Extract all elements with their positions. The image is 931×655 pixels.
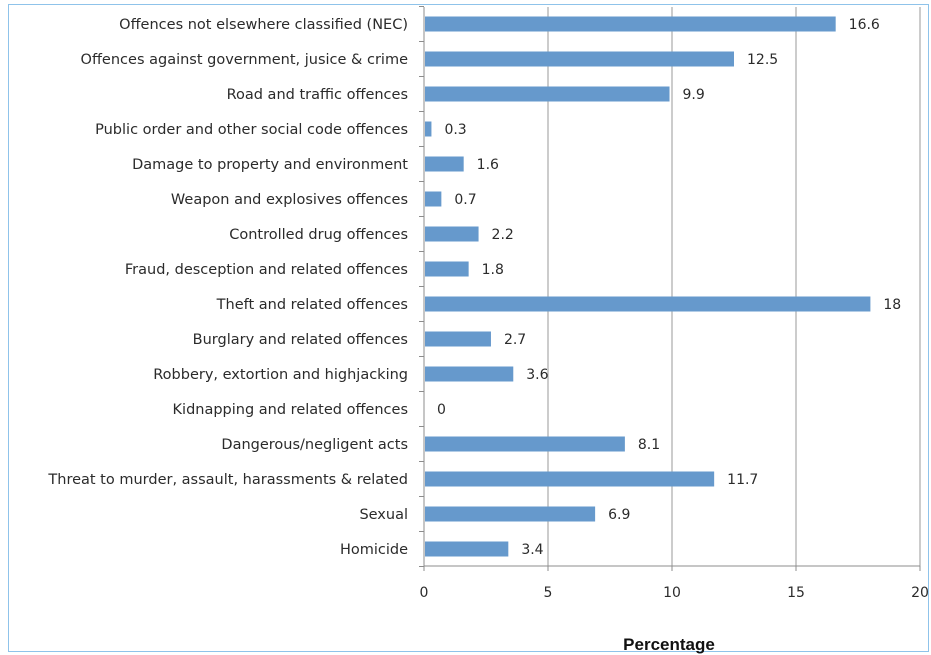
category-label-4: Damage to property and environment: [132, 157, 408, 173]
category-label-1: Offences against government, jusice & cr…: [81, 52, 409, 68]
value-label-10: 3.6: [526, 367, 548, 383]
category-label-0: Offences not elsewhere classified (NEC): [119, 17, 408, 33]
value-label-6: 2.2: [492, 227, 514, 243]
value-label-5: 0.7: [454, 192, 476, 208]
bar-3: [425, 121, 432, 137]
category-label-9: Burglary and related offences: [193, 332, 408, 348]
bar-6: [425, 226, 479, 242]
value-label-11: 0: [437, 402, 446, 418]
bar-13: [425, 471, 715, 487]
bar-2: [425, 86, 670, 102]
value-label-14: 6.9: [608, 507, 630, 523]
value-label-8: 18: [883, 297, 901, 313]
value-label-4: 1.6: [477, 157, 499, 173]
category-label-14: Sexual: [359, 507, 408, 523]
value-label-0: 16.6: [849, 17, 880, 33]
value-label-13: 11.7: [727, 472, 758, 488]
category-label-3: Public order and other social code offen…: [95, 122, 408, 138]
value-label-15: 3.4: [521, 542, 543, 558]
value-label-2: 9.9: [683, 87, 705, 103]
bar-12: [425, 436, 625, 452]
bar-9: [425, 331, 491, 347]
bar-15: [425, 541, 509, 557]
category-label-12: Dangerous/negligent acts: [221, 437, 408, 453]
bar-5: [425, 191, 442, 207]
category-label-15: Homicide: [340, 542, 408, 558]
category-label-11: Kidnapping and related offences: [173, 402, 408, 418]
category-label-7: Fraud, desception and related offences: [125, 262, 408, 278]
axes: [419, 6, 921, 571]
bar-8: [425, 296, 871, 312]
category-label-2: Road and traffic offences: [227, 87, 408, 103]
value-label-12: 8.1: [638, 437, 660, 453]
x-tick-label-1: 5: [544, 585, 553, 601]
value-label-3: 0.3: [444, 122, 466, 138]
x-tick-label-0: 0: [420, 585, 429, 601]
category-label-5: Weapon and explosives offences: [171, 192, 408, 208]
value-label-7: 1.8: [482, 262, 504, 278]
bar-4: [425, 156, 464, 172]
category-label-6: Controlled drug offences: [229, 227, 408, 243]
bar-14: [425, 506, 596, 522]
x-tick-label-2: 10: [663, 585, 681, 601]
x-tick-label-3: 15: [787, 585, 805, 601]
bar-10: [425, 366, 514, 382]
bars: [425, 16, 871, 557]
value-label-1: 12.5: [747, 52, 778, 68]
value-label-9: 2.7: [504, 332, 526, 348]
bar-1: [425, 51, 734, 67]
category-label-13: Threat to murder, assault, harassments &…: [47, 472, 408, 488]
category-label-8: Theft and related offences: [216, 297, 408, 313]
labels: 0 5 10 15 20 Offences not elsewhere classifie…: [47, 17, 929, 601]
category-label-10: Robbery, extortion and highjacking: [153, 367, 408, 383]
x-tick-label-4: 20: [911, 585, 929, 601]
bar-0: [425, 16, 836, 32]
x-axis-title: Percentage: [623, 635, 715, 654]
bar-7: [425, 261, 469, 277]
